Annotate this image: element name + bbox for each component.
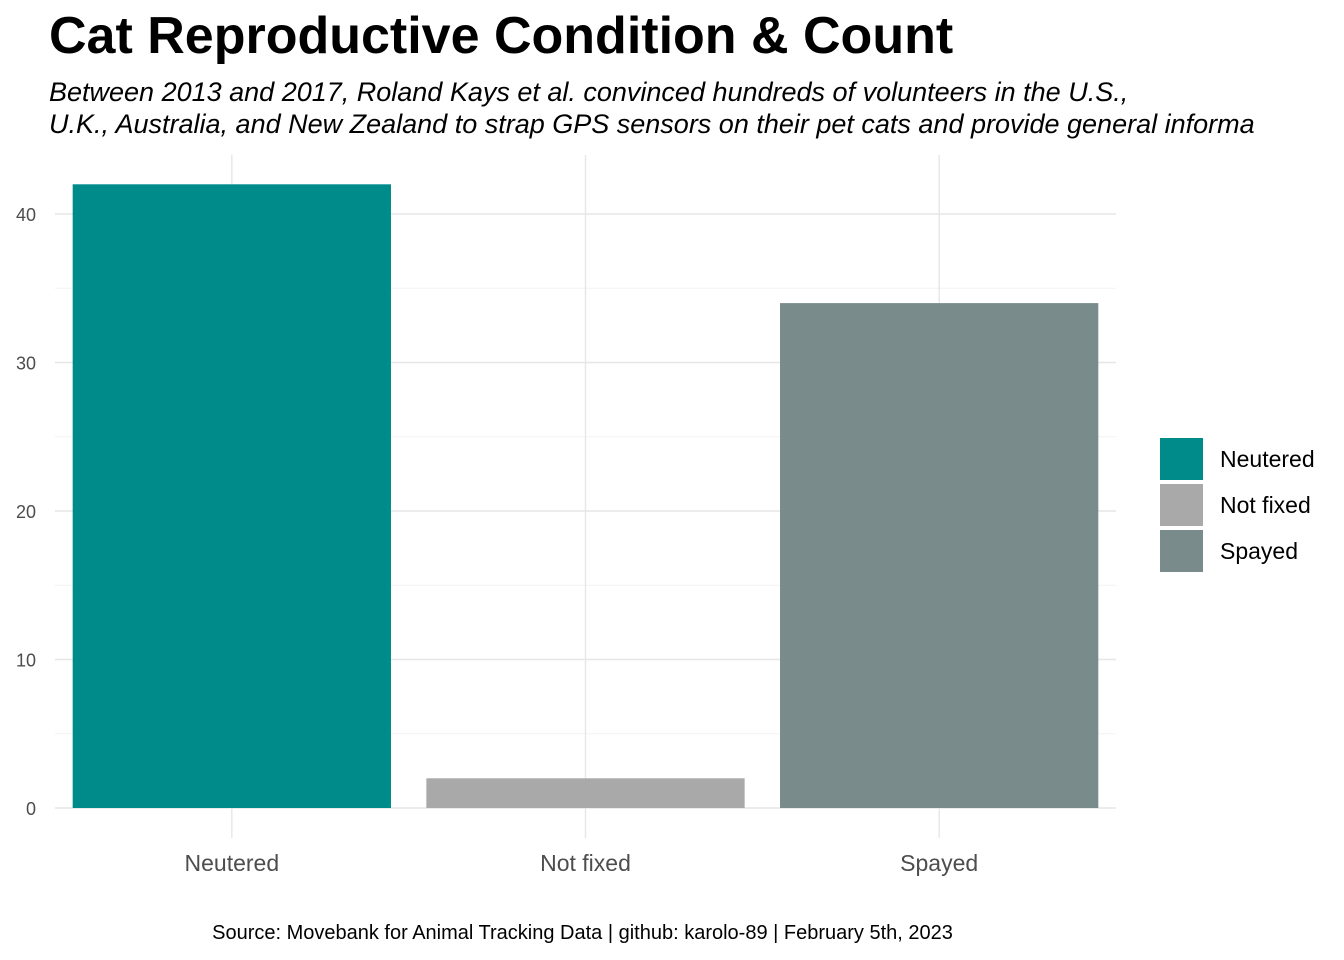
y-tick-label: 20 [16, 502, 36, 522]
bar-not-fixed [426, 778, 745, 808]
legend-item-neutered: Neutered [1160, 436, 1315, 482]
subtitle-line-2: U.K., Australia, and New Zealand to stra… [49, 109, 1255, 139]
legend-item-not-fixed: Not fixed [1160, 482, 1315, 528]
chart-subtitle: Between 2013 and 2017, Roland Kays et al… [49, 76, 1344, 142]
chart-caption: Source: Movebank for Animal Tracking Dat… [212, 922, 953, 944]
x-tick-label: Neutered [185, 850, 280, 876]
chart-title: Cat Reproductive Condition & Count [49, 7, 954, 65]
legend-swatch-neutered [1160, 438, 1203, 480]
legend-label-neutered: Neutered [1220, 445, 1315, 472]
legend-swatch-not-fixed [1160, 484, 1203, 526]
bar-neutered [72, 184, 391, 809]
subtitle-line-1: Between 2013 and 2017, Roland Kays et al… [49, 77, 1129, 107]
legend-swatch-spayed [1160, 530, 1203, 572]
bar-spayed [780, 303, 1099, 808]
x-tick-label: Spayed [900, 850, 978, 876]
y-tick-label: 10 [16, 651, 36, 671]
x-tick-label: Not fixed [540, 850, 631, 876]
y-tick-label: 30 [16, 354, 36, 374]
y-tick-label: 0 [26, 799, 36, 819]
legend-item-spayed: Spayed [1160, 528, 1315, 574]
legend-label-spayed: Spayed [1220, 537, 1299, 564]
chart-legend: Neutered Not fixed Spayed [1160, 436, 1315, 574]
y-tick-label: 40 [16, 205, 36, 225]
legend-label-not-fixed: Not fixed [1220, 491, 1311, 518]
